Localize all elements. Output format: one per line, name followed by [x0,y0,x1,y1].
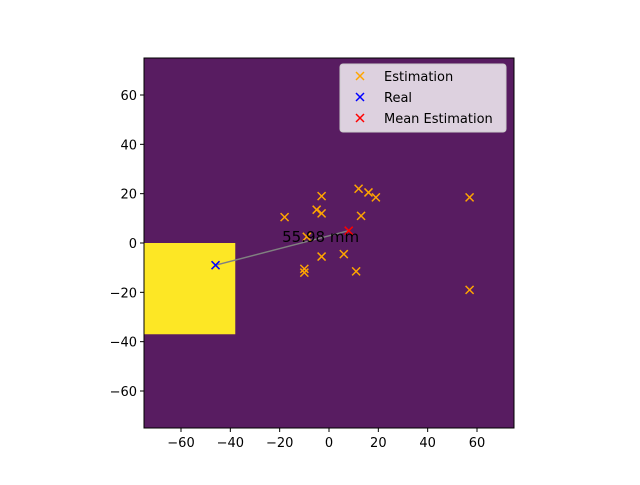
x-tick-label: −20 [266,436,293,451]
estimation-point [371,192,381,202]
legend: Estimation Real Mean Estimation [339,63,507,133]
y-tick-label: −20 [110,286,137,301]
distance-label: 55.98 mm [282,228,359,246]
legend-marker-mean-estimation [355,113,365,123]
x-tick-label: −40 [217,436,244,451]
legend-marker-estimation [355,71,365,81]
y-tick-label: −40 [110,336,137,351]
legend-box [339,63,507,133]
points-layer [211,184,475,295]
x-tick-label: −60 [167,436,194,451]
legend-label-estimation: Estimation [384,70,453,85]
x-tick-label: 0 [325,436,333,451]
region-layer [144,243,236,335]
estimation-point [339,249,349,259]
mean-estimation-point [344,226,354,236]
estimation-point [312,205,322,215]
estimation-point [280,212,290,222]
legend-label-real: Real [384,91,412,106]
x-tick-label: 20 [370,436,387,451]
legend-label-mean-estimation: Mean Estimation [384,112,493,127]
y-tick-label: 20 [120,188,137,203]
annotation-layer: 55.98 mm [282,228,359,246]
estimation-point [465,285,475,295]
legend-marker-real [355,92,365,102]
estimation-point [302,232,312,242]
x-axis: −60 −40 −20 0 20 40 60 [167,428,485,451]
estimation-point [299,264,309,274]
y-tick-label: 40 [120,138,137,153]
estimation-point [317,252,327,262]
estimation-point [465,192,475,202]
estimation-point [317,208,327,218]
estimation-point [354,184,364,194]
connector-layer [215,229,349,266]
highlight-region [144,243,236,335]
estimation-point [363,187,373,197]
y-tick-label: 0 [129,237,137,252]
x-tick-label: 40 [419,436,436,451]
real-point [211,260,221,270]
y-tick-label: −60 [110,385,137,400]
estimation-point [317,191,327,201]
estimation-point [299,268,309,278]
estimation-point [356,211,366,221]
distance-line [215,229,349,266]
x-tick-label: 60 [469,436,486,451]
y-axis: −60 −40 −20 0 20 40 60 [110,89,144,400]
estimation-point [351,266,361,276]
y-tick-label: 60 [120,89,137,104]
